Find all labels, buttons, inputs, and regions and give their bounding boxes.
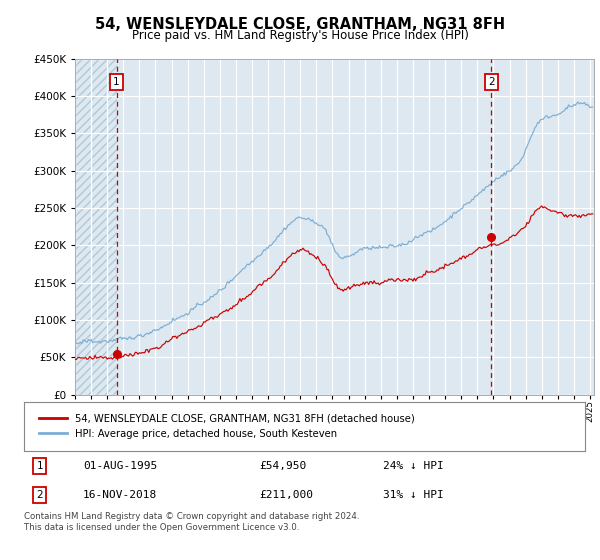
Text: 1: 1 bbox=[37, 461, 43, 471]
Legend: 54, WENSLEYDALE CLOSE, GRANTHAM, NG31 8FH (detached house), HPI: Average price, : 54, WENSLEYDALE CLOSE, GRANTHAM, NG31 8F… bbox=[35, 409, 418, 443]
Text: 2: 2 bbox=[37, 490, 43, 500]
Text: 2: 2 bbox=[488, 77, 495, 87]
Text: 01-AUG-1995: 01-AUG-1995 bbox=[83, 461, 157, 471]
Text: 1: 1 bbox=[113, 77, 120, 87]
Text: 54, WENSLEYDALE CLOSE, GRANTHAM, NG31 8FH: 54, WENSLEYDALE CLOSE, GRANTHAM, NG31 8F… bbox=[95, 17, 505, 32]
Text: Price paid vs. HM Land Registry's House Price Index (HPI): Price paid vs. HM Land Registry's House … bbox=[131, 29, 469, 42]
Text: £54,950: £54,950 bbox=[260, 461, 307, 471]
Text: Contains HM Land Registry data © Crown copyright and database right 2024.
This d: Contains HM Land Registry data © Crown c… bbox=[24, 512, 359, 532]
Bar bbox=[75, 59, 116, 395]
Text: 24% ↓ HPI: 24% ↓ HPI bbox=[383, 461, 444, 471]
Text: £211,000: £211,000 bbox=[260, 490, 314, 500]
Text: 16-NOV-2018: 16-NOV-2018 bbox=[83, 490, 157, 500]
Text: 31% ↓ HPI: 31% ↓ HPI bbox=[383, 490, 444, 500]
